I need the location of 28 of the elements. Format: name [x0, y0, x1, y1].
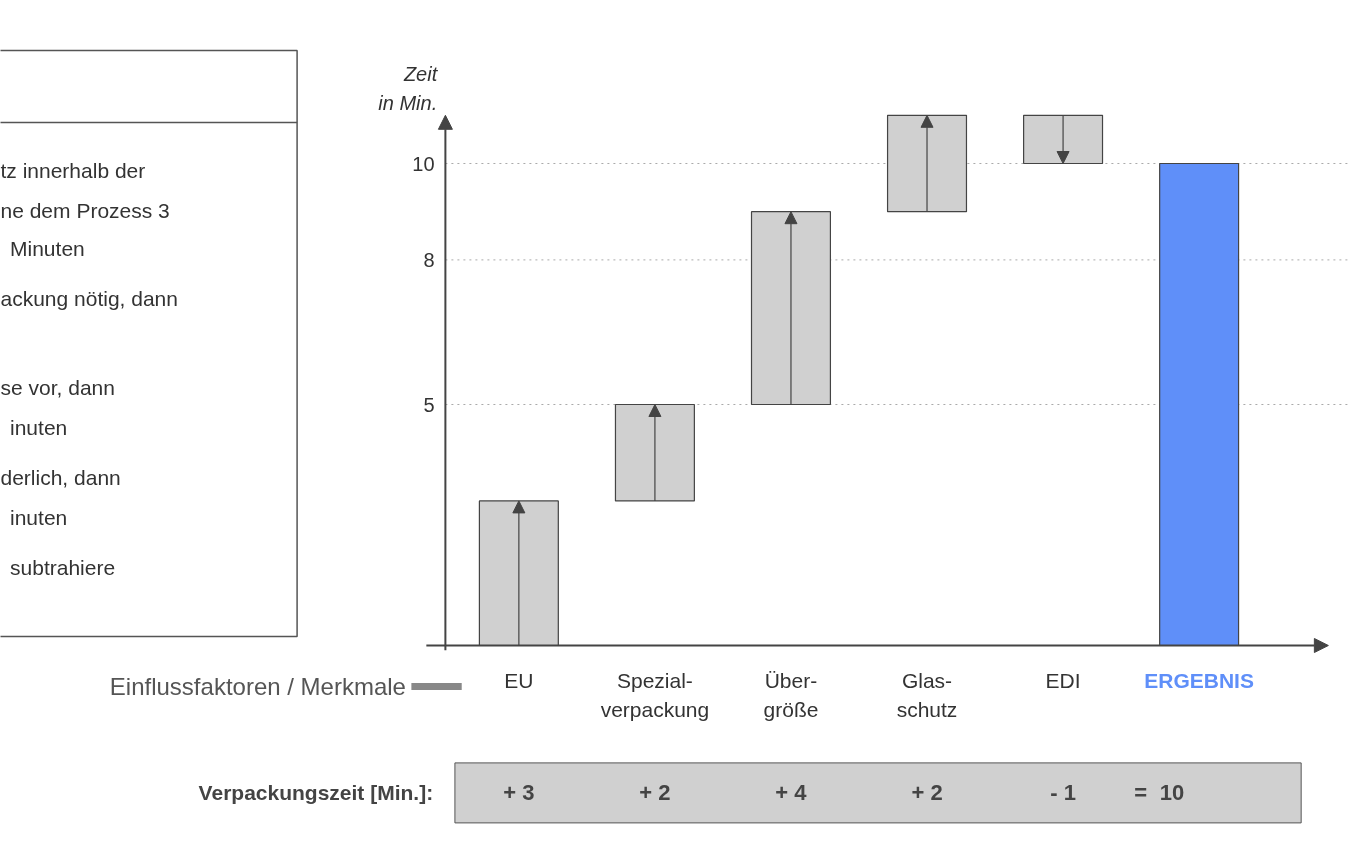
text: ne dem Prozess 3 — [0, 199, 170, 222]
y-tick-label: 5 — [423, 393, 435, 416]
x-tick-label: Über- größe — [763, 668, 819, 722]
text: se vor, dann — [0, 376, 115, 399]
data-label: 10 — [1159, 780, 1185, 806]
text: subtrahiere — [10, 556, 116, 579]
text: derlich, dann — [0, 466, 121, 489]
text: tz innerhalb der — [0, 159, 146, 182]
y-tick-label: 8 — [423, 248, 435, 271]
text: inuten — [10, 416, 68, 439]
text: Minuten — [10, 237, 85, 260]
data-label: + 4 — [775, 780, 808, 806]
text: ackung nötig, dann — [0, 287, 178, 310]
x-tick-label: EDI — [1045, 668, 1081, 692]
x-tick-label: EU — [504, 668, 534, 692]
text: inuten — [10, 506, 68, 529]
x-tick-label: Glas- schutz — [896, 668, 958, 722]
x-tick-label: Spezial- verpackung — [600, 668, 710, 722]
text: = — [1134, 780, 1148, 806]
text: Verpackungszeit [Min.]: — [198, 781, 434, 805]
data-label: + 3 — [503, 780, 535, 806]
data-label: - 1 — [1050, 780, 1076, 806]
data-label: + 2 — [639, 780, 671, 806]
x-tick-label: ERGEBNIS — [1144, 668, 1254, 692]
x-axis-title: Einflussfaktoren / Merkmale — [109, 673, 406, 700]
data-label: + 2 — [911, 780, 943, 806]
y-tick-label: 10 — [412, 152, 435, 175]
y-axis-title: Zeit in Min. — [378, 63, 439, 114]
